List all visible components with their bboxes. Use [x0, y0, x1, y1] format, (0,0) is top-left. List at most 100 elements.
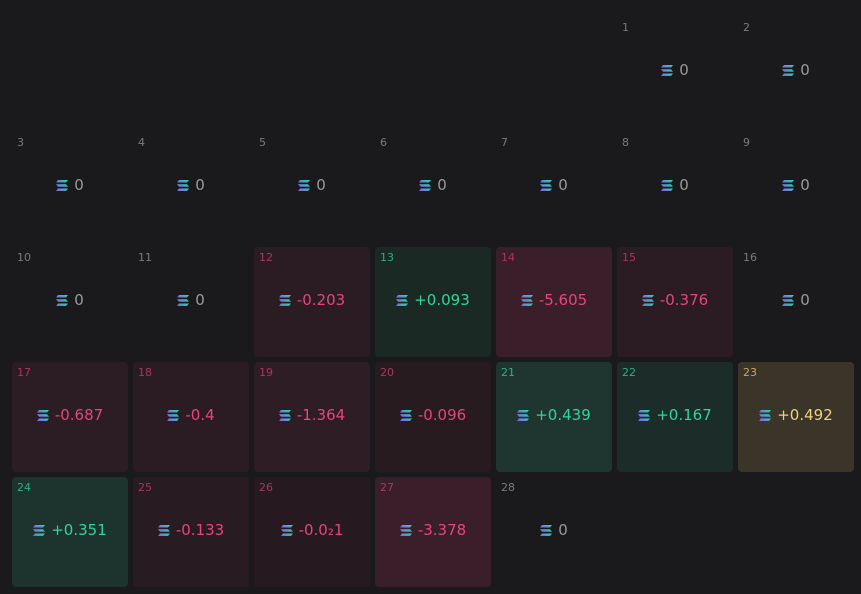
sol-icon — [278, 294, 291, 306]
pnl-value: -0.4 — [133, 406, 249, 424]
value-text: 0 — [195, 176, 205, 194]
pnl-value: 0 — [133, 291, 249, 309]
day-number: 1 — [622, 21, 629, 34]
sol-icon — [782, 64, 795, 76]
value-text: -0.133 — [175, 521, 225, 539]
day-number: 4 — [138, 136, 145, 149]
pnl-value: -0.687 — [12, 406, 128, 424]
sol-icon — [33, 524, 46, 536]
sol-icon — [396, 294, 409, 306]
value-text: 0 — [558, 176, 568, 194]
day-cell: 20 -0.096 — [375, 362, 491, 472]
value-text: +0.093 — [414, 291, 470, 309]
day-number: 24 — [17, 481, 31, 494]
value-text: 0 — [195, 291, 205, 309]
sol-icon — [517, 409, 530, 421]
pnl-value: 0 — [738, 61, 854, 79]
pnl-value: 0 — [133, 176, 249, 194]
pnl-value: 0 — [496, 176, 612, 194]
value-text: +0.492 — [777, 406, 833, 424]
pnl-value: -1.364 — [254, 406, 370, 424]
day-cell: 11 0 — [133, 247, 249, 357]
value-text: 0 — [74, 291, 84, 309]
value-text: 0 — [316, 176, 326, 194]
day-number: 13 — [380, 251, 394, 264]
day-number: 5 — [259, 136, 266, 149]
sol-icon — [167, 409, 180, 421]
day-cell: 24 +0.351 — [12, 477, 128, 587]
sol-icon — [638, 409, 651, 421]
value-text: -5.605 — [538, 291, 588, 309]
sol-icon — [56, 294, 69, 306]
day-number: 20 — [380, 366, 394, 379]
day-cell: 28 0 — [496, 477, 612, 587]
day-cell: 13 +0.093 — [375, 247, 491, 357]
sol-icon — [399, 409, 412, 421]
pnl-value: +0.492 — [738, 406, 854, 424]
value-text: 0 — [800, 291, 810, 309]
pnl-value: 0 — [496, 521, 612, 539]
day-number: 22 — [622, 366, 636, 379]
pnl-value: 0 — [12, 176, 128, 194]
sol-icon — [782, 179, 795, 191]
sol-icon — [177, 294, 190, 306]
value-text: +0.351 — [51, 521, 107, 539]
day-cell: 23 +0.492 — [738, 362, 854, 472]
sol-icon — [298, 179, 311, 191]
sol-icon — [520, 294, 533, 306]
day-number: 6 — [380, 136, 387, 149]
pnl-value: 0 — [375, 176, 491, 194]
sol-icon — [56, 179, 69, 191]
pnl-value: +0.093 — [375, 291, 491, 309]
day-number: 8 — [622, 136, 629, 149]
sol-icon — [419, 179, 432, 191]
sol-icon — [661, 179, 674, 191]
sol-icon — [661, 64, 674, 76]
day-number: 26 — [259, 481, 273, 494]
pnl-value: +0.351 — [12, 521, 128, 539]
value-text: 0 — [679, 61, 689, 79]
day-cell: 26 -0.0₂1 — [254, 477, 370, 587]
sol-icon — [36, 409, 49, 421]
pnl-value: -0.133 — [133, 521, 249, 539]
pnl-value: 0 — [738, 291, 854, 309]
day-number: 21 — [501, 366, 515, 379]
value-text: +0.167 — [656, 406, 712, 424]
day-number: 14 — [501, 251, 515, 264]
value-text: 0 — [679, 176, 689, 194]
value-text: 0 — [74, 176, 84, 194]
value-text: 0 — [800, 61, 810, 79]
value-text: 0 — [800, 176, 810, 194]
value-text: -1.364 — [296, 406, 346, 424]
pnl-value: -5.605 — [496, 291, 612, 309]
day-number: 17 — [17, 366, 31, 379]
day-number: 28 — [501, 481, 515, 494]
value-text: 0 — [558, 521, 568, 539]
value-text: -0.4 — [185, 406, 215, 424]
value-text: -0.096 — [417, 406, 467, 424]
pnl-value: 0 — [12, 291, 128, 309]
sol-icon — [280, 524, 293, 536]
day-number: 18 — [138, 366, 152, 379]
day-number: 15 — [622, 251, 636, 264]
sol-icon — [157, 524, 170, 536]
value-text: +0.439 — [535, 406, 591, 424]
sol-icon — [278, 409, 291, 421]
day-cell: 25 -0.133 — [133, 477, 249, 587]
value-text: -3.378 — [417, 521, 467, 539]
pnl-value: -0.203 — [254, 291, 370, 309]
day-number: 12 — [259, 251, 273, 264]
value-text: -0.0₂1 — [298, 521, 344, 539]
day-cell: 12 -0.203 — [254, 247, 370, 357]
day-cell: 10 0 — [12, 247, 128, 357]
pnl-value: 0 — [617, 176, 733, 194]
pnl-value: -3.378 — [375, 521, 491, 539]
day-cell: 15 -0.376 — [617, 247, 733, 357]
